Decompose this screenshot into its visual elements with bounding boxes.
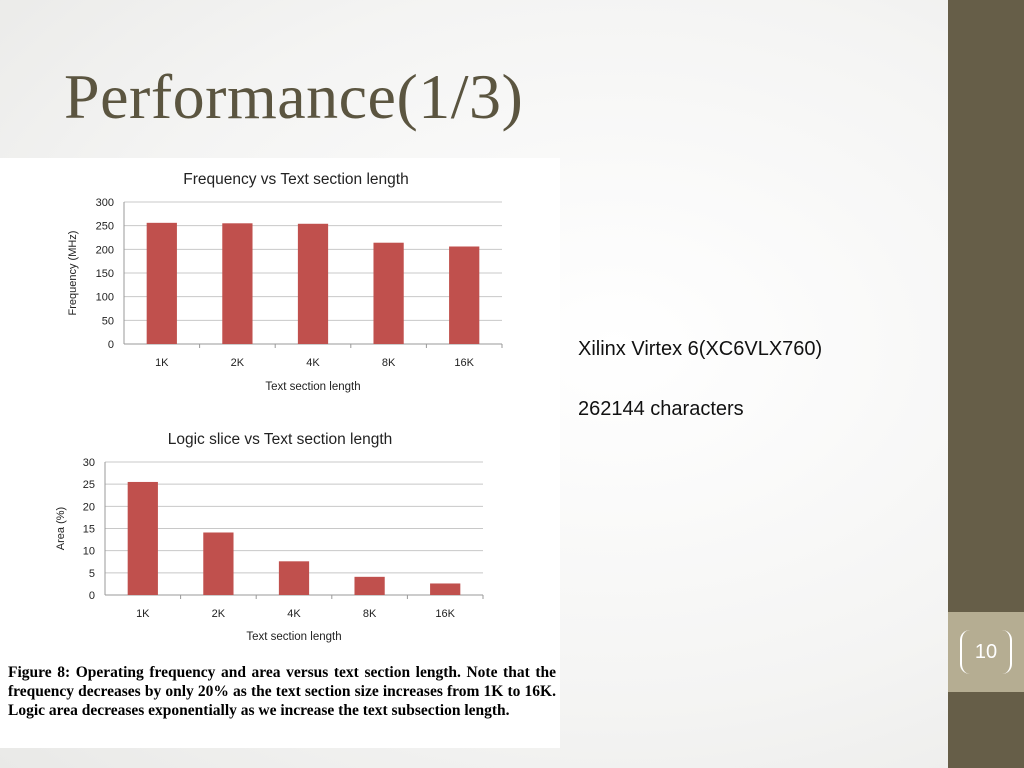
bar [449, 246, 480, 344]
y-tick-label: 100 [96, 292, 114, 304]
x-tick-label: 2K [231, 357, 245, 369]
bar [127, 481, 158, 595]
frequency-chart: Frequency vs Text section length 0 50 100 15… [0, 158, 560, 398]
page-number-frame: 10 [960, 630, 1012, 674]
figure-panel: Frequency vs Text section length 0 50 100 15… [0, 158, 560, 748]
bar [354, 576, 385, 595]
bar [278, 561, 310, 595]
y-tick-label: 300 [96, 197, 114, 209]
x-tick-label: 2K [212, 608, 226, 620]
y-tick-label: 250 [96, 221, 114, 233]
x-tick-label: 4K [287, 608, 301, 620]
bar [222, 223, 253, 344]
y-tick-label: 20 [83, 501, 95, 513]
x-axis-label: Text section length [246, 631, 341, 643]
figure-caption: Figure 8: Operating frequency and area v… [8, 664, 556, 719]
y-tick-label: 50 [102, 315, 114, 327]
bar [373, 242, 404, 344]
y-tick-label: 15 [83, 524, 95, 536]
bar [297, 223, 329, 344]
y-tick-label: 25 [83, 479, 95, 491]
y-tick-label: 5 [89, 568, 95, 580]
logic-slice-chart-svg: Logic slice vs Text section length 0 5 10 15… [55, 431, 484, 643]
x-tick-label: 8K [382, 357, 396, 369]
character-count: 262144 characters [578, 398, 744, 420]
y-tick-label: 10 [83, 546, 95, 558]
chart-title: Logic slice vs Text section length [168, 431, 393, 448]
page-number: 10 [974, 641, 998, 663]
y-tick-label: 0 [108, 339, 114, 351]
y-tick-label: 150 [96, 268, 114, 280]
x-tick-label: 8K [363, 608, 377, 620]
bar [203, 532, 234, 595]
page-number-box: 10 [948, 612, 1024, 692]
bar [430, 583, 461, 595]
x-tick-label: 4K [306, 357, 320, 369]
y-axis-label: Frequency (MHz) [67, 231, 79, 316]
y-tick-label: 30 [83, 457, 95, 469]
logic-slice-chart: Logic slice vs Text section length 0 5 10 15… [0, 420, 560, 650]
bar [146, 222, 177, 344]
y-tick-label: 0 [89, 590, 95, 602]
x-tick-label: 16K [435, 608, 455, 620]
x-tick-label: 16K [454, 357, 474, 369]
chart-title: Frequency vs Text section length [183, 171, 408, 188]
x-tick-label: 1K [136, 608, 150, 620]
x-tick-label: 1K [155, 357, 169, 369]
x-axis-label: Text section length [265, 381, 360, 393]
frequency-chart-svg: Frequency vs Text section length 0 50 100 15… [67, 171, 503, 393]
slide-title: Performance(1/3) [64, 61, 524, 132]
y-tick-label: 200 [96, 244, 114, 256]
y-axis-label: Area (%) [55, 507, 67, 550]
device-label: Xilinx Virtex 6(XC6VLX760) [578, 338, 823, 360]
